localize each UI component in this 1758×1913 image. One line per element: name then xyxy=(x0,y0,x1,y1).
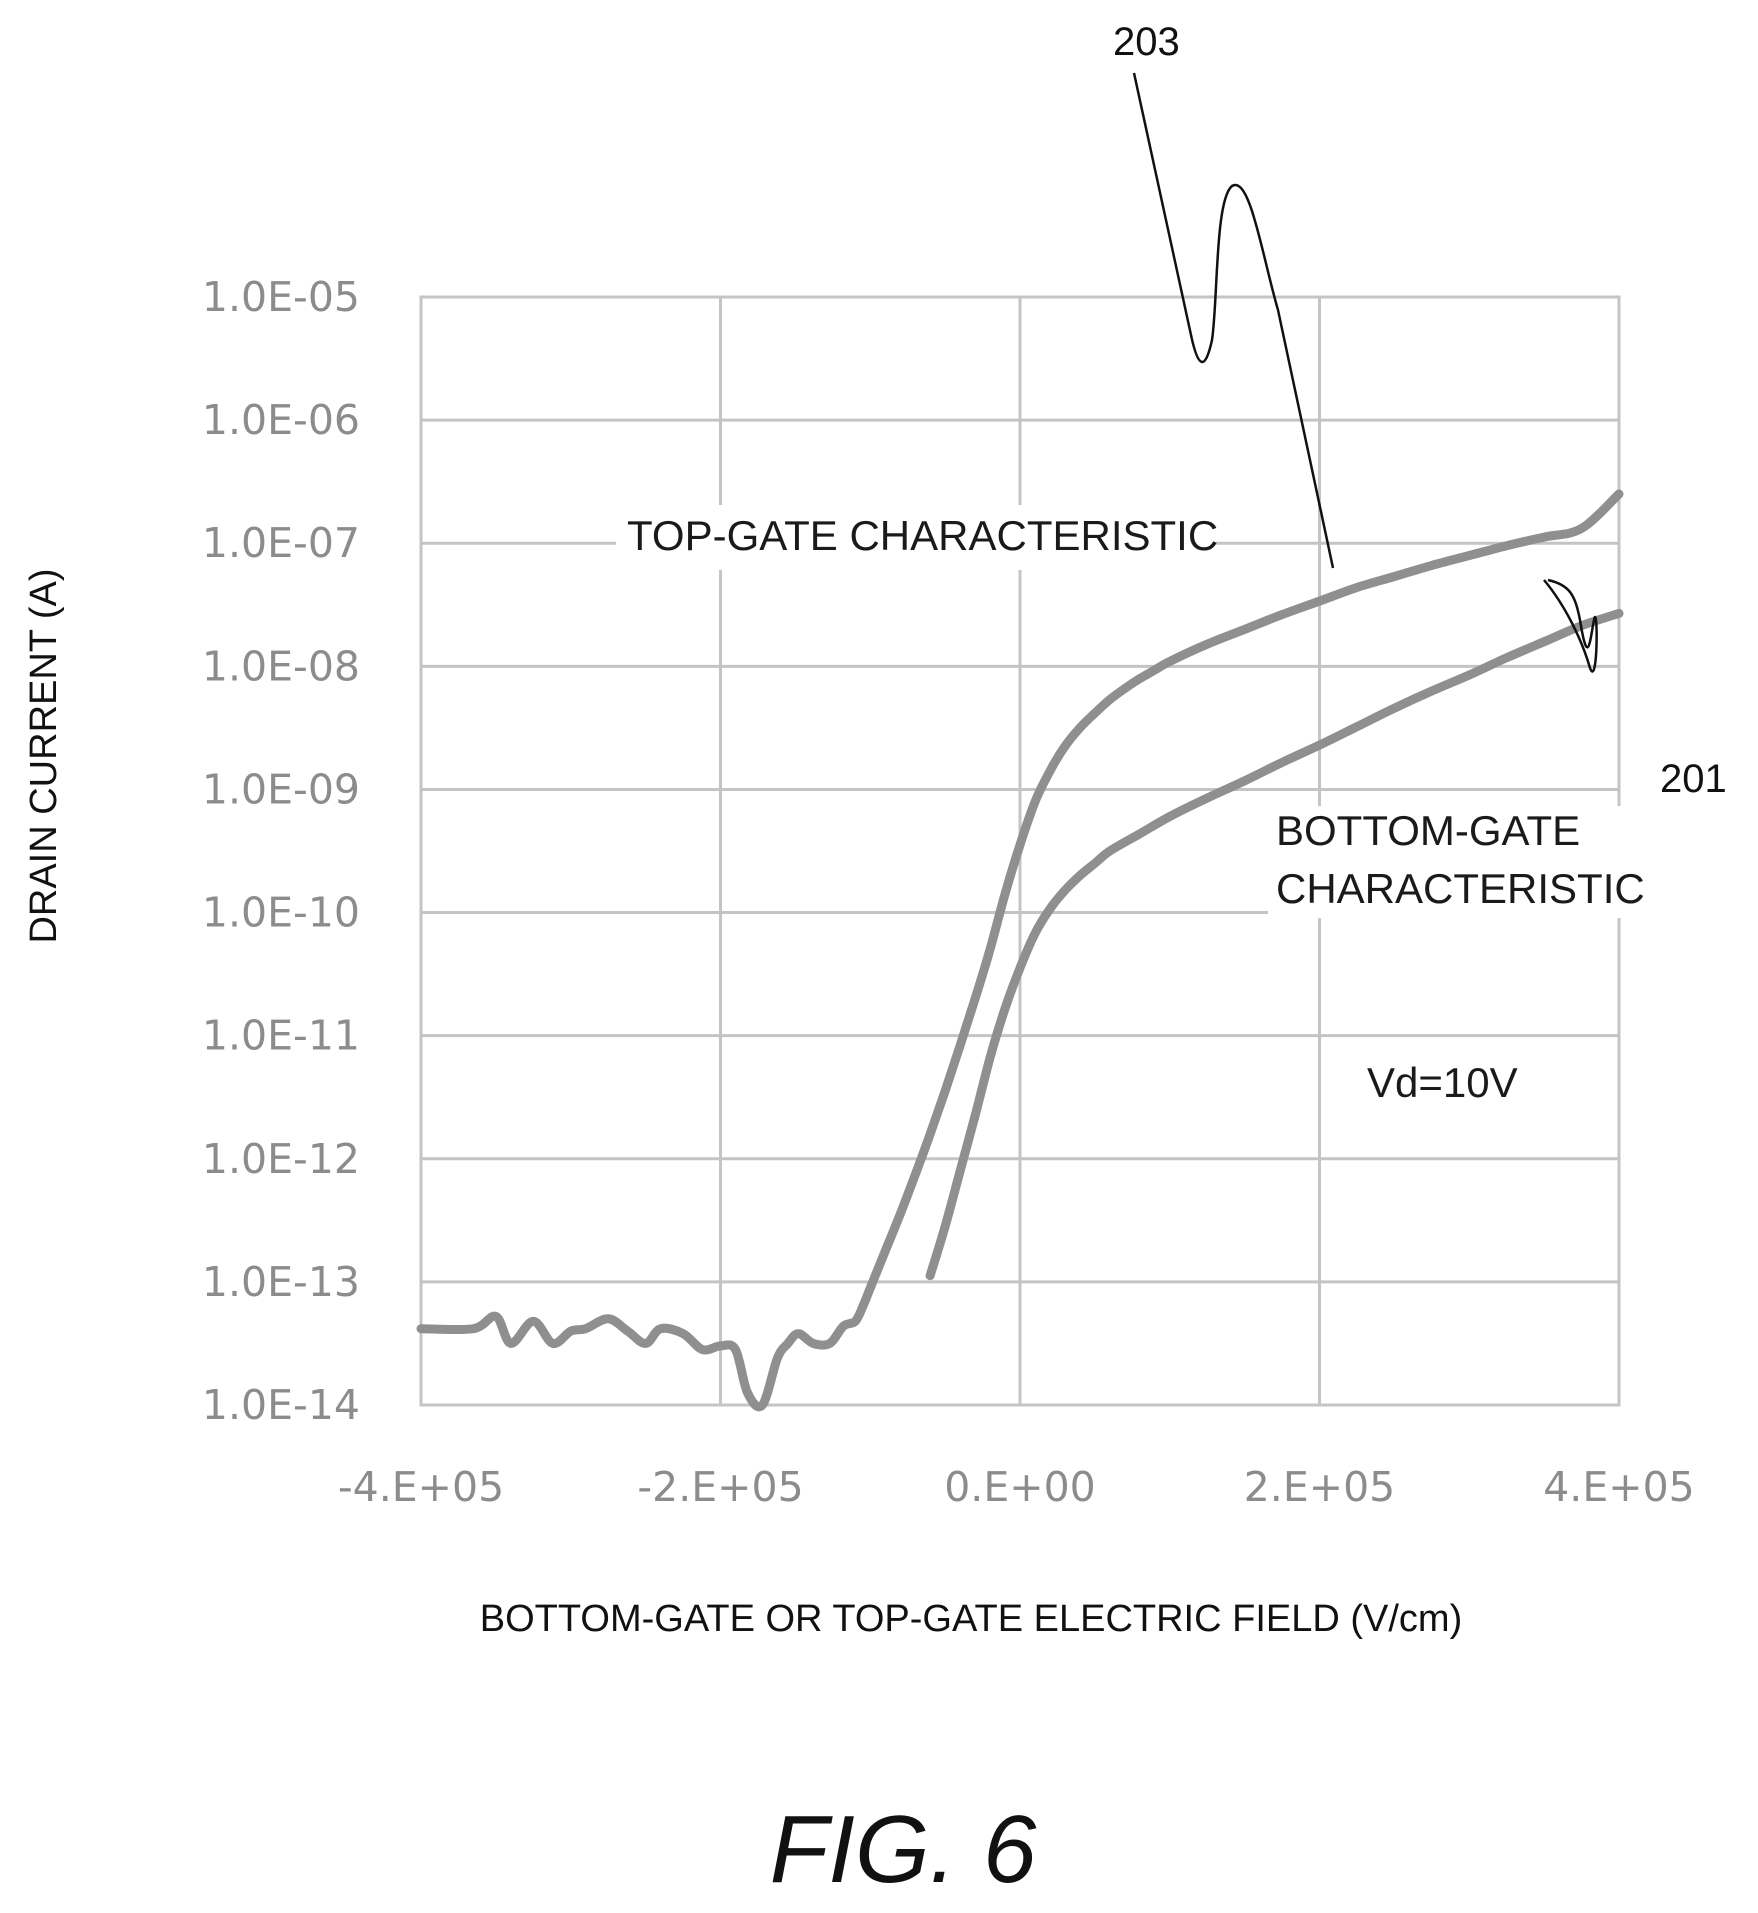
top-gate-label: TOP-GATE CHARACTERISTIC xyxy=(627,512,1218,559)
ref-number-201: 201 xyxy=(1660,757,1727,801)
bottom-gate-label-line2: CHARACTERISTIC xyxy=(1276,865,1645,912)
x-tick-label: 0.E+00 xyxy=(944,1463,1096,1511)
x-tick-label: -2.E+05 xyxy=(637,1463,803,1511)
leader-line-201 xyxy=(1543,578,1598,673)
y-axis-title: DRAIN CURRENT (A) xyxy=(23,568,65,943)
y-tick-label: 1.0E-06 xyxy=(202,396,360,444)
x-tick-label: 2.E+05 xyxy=(1244,1463,1396,1511)
x-tick-labels: -4.E+05 -2.E+05 0.E+00 2.E+05 4.E+05 xyxy=(338,1463,1695,1511)
y-tick-labels: 1.0E-05 1.0E-06 1.0E-07 1.0E-08 1.0E-09 1.0E-… xyxy=(202,273,360,1429)
chart-series-layer xyxy=(416,489,1624,1412)
x-tick-label: 4.E+05 xyxy=(1543,1463,1695,1511)
series-line-203 xyxy=(416,489,1624,1412)
y-tick-label: 1.0E-12 xyxy=(202,1135,360,1183)
vd-label: Vd=10V xyxy=(1367,1059,1518,1106)
y-tick-label: 1.0E-10 xyxy=(202,889,360,937)
leader-line-203 xyxy=(1132,72,1335,569)
y-tick-label: 1.0E-09 xyxy=(202,765,360,813)
x-axis-title: BOTTOM-GATE OR TOP-GATE ELECTRIC FIELD (… xyxy=(480,1598,1462,1640)
y-tick-label: 1.0E-11 xyxy=(202,1012,360,1060)
top-gate-label-bg xyxy=(616,505,1216,570)
y-tick-label: 1.0E-07 xyxy=(202,519,360,567)
ref-number-203: 203 xyxy=(1113,20,1180,64)
y-tick-label: 1.0E-05 xyxy=(202,273,360,321)
figure-label: FIG. 6 xyxy=(770,1796,1037,1903)
bottom-gate-label-line1: BOTTOM-GATE xyxy=(1276,807,1580,854)
y-tick-label: 1.0E-08 xyxy=(202,642,360,690)
bottom-gate-label-bg xyxy=(1268,806,1646,918)
series-line-201 xyxy=(925,608,1624,1281)
x-tick-label: -4.E+05 xyxy=(338,1463,504,1511)
y-tick-label: 1.0E-13 xyxy=(202,1258,360,1306)
y-tick-label: 1.0E-14 xyxy=(202,1381,360,1429)
